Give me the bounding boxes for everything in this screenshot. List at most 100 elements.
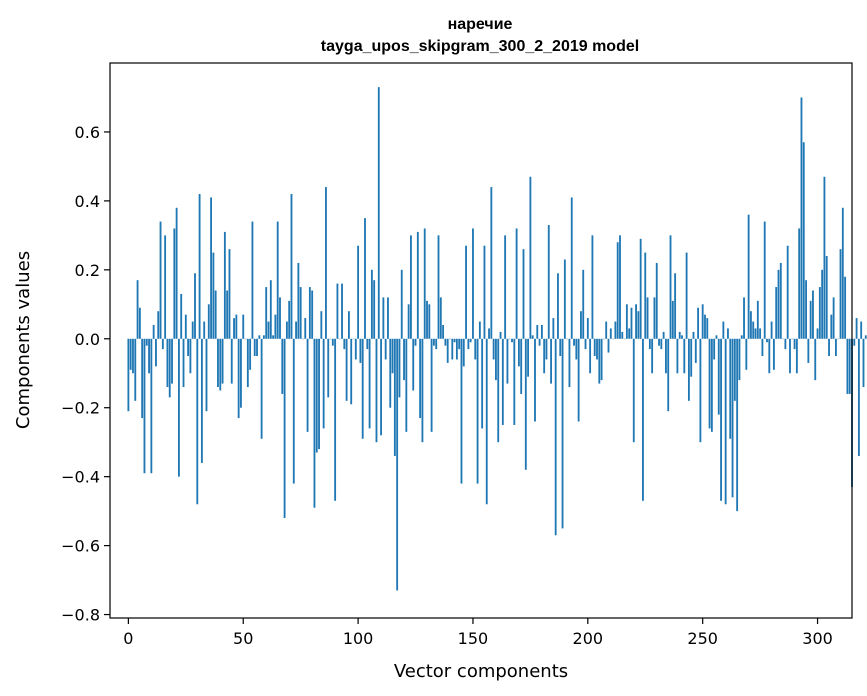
y-tick-label: 0.6 <box>75 123 100 142</box>
bar <box>607 338 610 353</box>
bar <box>812 290 814 339</box>
bar <box>527 338 530 377</box>
bar <box>809 300 812 339</box>
bar <box>290 193 293 339</box>
bar <box>136 280 139 339</box>
bar <box>396 338 399 591</box>
bar <box>591 235 594 339</box>
bar <box>563 259 566 339</box>
bar-series <box>127 87 867 591</box>
bar <box>458 338 461 350</box>
bar <box>731 338 734 498</box>
bar <box>455 338 458 360</box>
bar <box>841 207 844 339</box>
bar <box>671 300 674 339</box>
bar <box>228 249 231 339</box>
bar <box>203 321 206 339</box>
bar <box>616 242 619 339</box>
bar <box>648 338 651 350</box>
bar <box>784 338 787 350</box>
y-tick-label: 0.0 <box>75 330 100 349</box>
bar <box>361 338 364 439</box>
bar <box>297 262 300 339</box>
bar <box>828 338 830 357</box>
bar <box>384 338 387 360</box>
bar <box>166 338 169 388</box>
bar <box>368 338 371 429</box>
bar <box>605 321 608 339</box>
bar <box>377 87 380 339</box>
bar <box>198 193 201 339</box>
bar <box>460 338 463 484</box>
bar <box>400 269 403 339</box>
bar <box>536 324 539 339</box>
bar <box>669 235 672 339</box>
bar <box>246 338 249 388</box>
bar <box>770 321 773 339</box>
bar <box>697 307 700 339</box>
bar <box>740 335 743 339</box>
bar <box>292 338 295 484</box>
bar <box>157 311 160 339</box>
bar <box>786 245 789 339</box>
bar <box>359 338 362 363</box>
bar <box>729 338 732 439</box>
bar <box>242 314 245 339</box>
bar <box>435 338 438 350</box>
x-axis-ticks: 0 50 100 150 200 250 300 <box>123 618 833 648</box>
bar <box>373 280 376 339</box>
bar <box>802 142 805 339</box>
bar <box>598 338 601 384</box>
bar <box>265 287 268 339</box>
bar <box>644 252 647 339</box>
bar <box>554 338 557 536</box>
bar <box>382 297 385 339</box>
bar <box>561 338 564 529</box>
bar <box>814 338 817 381</box>
bar <box>467 338 470 350</box>
bar <box>715 335 718 339</box>
bar <box>793 338 796 350</box>
bar <box>258 335 261 339</box>
bar <box>545 338 548 360</box>
bar <box>398 338 401 398</box>
y-tick-label: −0.4 <box>61 468 100 487</box>
bar <box>389 338 392 408</box>
bar <box>256 338 258 357</box>
bar <box>687 338 690 401</box>
bar <box>171 338 173 384</box>
bar <box>492 338 495 360</box>
bar <box>200 338 203 463</box>
bar <box>559 338 562 357</box>
bar <box>161 338 164 350</box>
bar <box>407 304 410 339</box>
bar <box>370 269 373 339</box>
bar <box>148 338 150 374</box>
bar <box>708 338 711 429</box>
bar <box>485 338 488 505</box>
bar <box>380 338 382 436</box>
bar <box>818 287 821 339</box>
bar <box>345 338 348 401</box>
bar <box>504 235 507 339</box>
bar <box>336 283 339 339</box>
bar <box>706 318 709 339</box>
bar <box>308 287 311 339</box>
bar <box>276 221 279 339</box>
bar <box>520 338 523 394</box>
bar <box>538 338 541 346</box>
bar <box>839 249 842 339</box>
bar <box>366 338 369 350</box>
bar <box>127 338 130 412</box>
bar <box>219 338 222 391</box>
bar <box>772 338 775 370</box>
bar <box>589 338 592 374</box>
bar <box>327 338 330 398</box>
bar <box>331 338 334 346</box>
bar <box>653 297 656 339</box>
bar <box>173 228 176 339</box>
bar <box>678 331 681 339</box>
bar <box>501 338 504 425</box>
bar <box>704 314 706 339</box>
bar <box>180 293 183 339</box>
